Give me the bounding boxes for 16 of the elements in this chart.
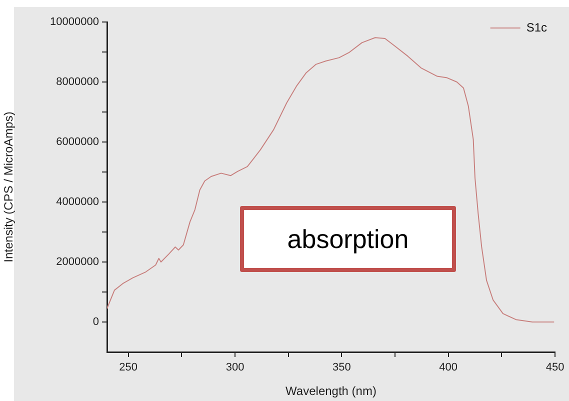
x-tick-label: 450	[546, 362, 564, 374]
y-axis-title: Intensity (CPS / MicroAmps)	[2, 112, 16, 262]
legend-label: S1c	[526, 20, 548, 34]
x-axis-title: Wavelength (nm)	[286, 384, 376, 398]
y-tick-label: 0	[92, 316, 99, 328]
x-tick-label: 250	[119, 362, 138, 374]
y-tick-label: 6000000	[56, 136, 99, 148]
y-tick-label: 8000000	[56, 76, 99, 88]
y-tick-label: 4000000	[56, 196, 99, 208]
x-tick-label: 400	[439, 362, 458, 374]
x-tick-label: 350	[332, 362, 351, 374]
x-tick-label: 300	[226, 362, 244, 374]
y-tick-label: 2000000	[56, 256, 99, 268]
callout-box: absorption	[240, 206, 456, 272]
annotation: absorption	[287, 224, 409, 254]
y-tick-label: 10000000	[50, 16, 99, 28]
